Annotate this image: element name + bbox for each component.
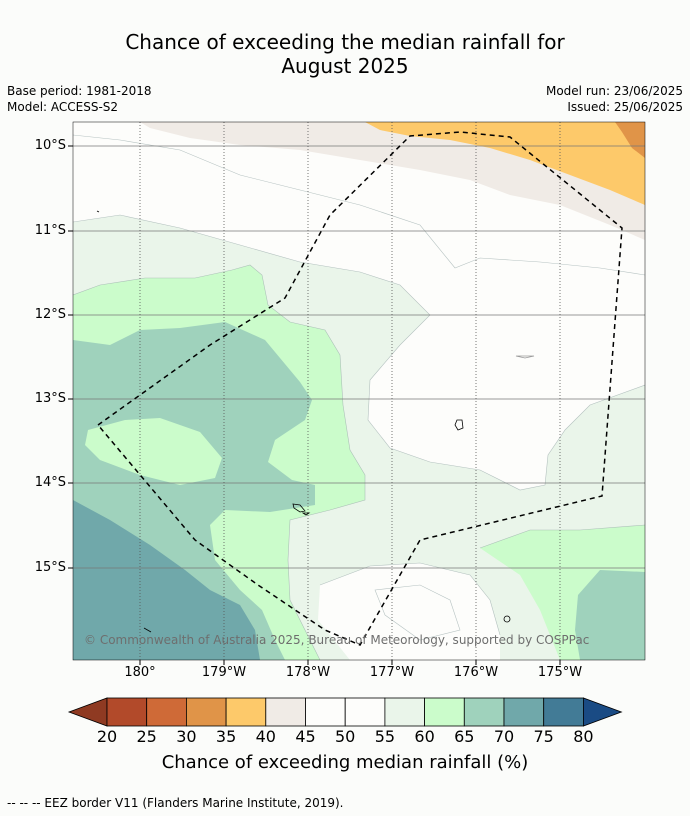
colorbar-segment: [106, 697, 148, 727]
title-line-2: August 2025: [281, 54, 409, 78]
colorbar-tick-label: 60: [414, 727, 435, 746]
lon-label-178w: 178°W: [285, 665, 331, 680]
colorbar-segment: [463, 697, 505, 727]
lat-label-10s: 10°S: [34, 138, 66, 153]
colorbar-label: Chance of exceeding median rainfall (%): [161, 752, 529, 773]
islands: [96, 210, 535, 633]
colorbar-segment: [146, 697, 187, 727]
model-name: Model: ACCESS-S2: [7, 100, 119, 114]
lat-label-14s: 14°S: [34, 475, 66, 490]
colorbar-segment: [265, 697, 306, 727]
colorbar-tick-label: 55: [374, 727, 396, 746]
contour-60-65-inner: [85, 418, 222, 485]
colorbar-segment: [185, 697, 227, 727]
contour-65-70-east: [575, 570, 645, 660]
colorbar-tick-label: 65: [454, 727, 475, 746]
colorbar-segment: [384, 697, 425, 727]
colorbar-tick-label: 70: [493, 727, 515, 746]
colorbar-extend-low: [67, 697, 108, 727]
colorbar-tick-label: 25: [136, 727, 157, 746]
colorbar-segment: [543, 697, 584, 727]
lon-label-177w: 177°W: [369, 665, 415, 680]
lat-label-15s: 15°S: [34, 560, 66, 575]
colorbar-tick-label: 45: [295, 727, 316, 746]
colorbar-extend-high: [583, 697, 623, 727]
colorbar-tick-label: 80: [573, 727, 594, 746]
axis-ticks: [68, 145, 561, 665]
map-frame: [72, 121, 646, 661]
lat-label-12s: 12°S: [34, 307, 66, 322]
lat-label-11s: 11°S: [34, 223, 66, 238]
lat-label-13s: 13°S: [34, 391, 66, 406]
map-title: Chance of exceeding the median rainfall …: [0, 30, 690, 78]
contour-35-40: [365, 122, 645, 205]
contour-30-35: [615, 122, 645, 158]
lon-label-179w: 179°W: [201, 665, 247, 680]
contour-70-75: [73, 500, 260, 660]
model-run: Model run: 23/06/2025: [545, 84, 683, 98]
issued-date: Issued: 25/06/2025: [567, 100, 683, 114]
colorbar-tick-label: 40: [255, 727, 276, 746]
colorbar-tick-label: 35: [215, 727, 237, 746]
lon-label-180: 180°: [124, 665, 156, 680]
colorbar-segment: [305, 697, 346, 727]
meta-right: Model run: 23/06/2025 Issued: 25/06/2025: [546, 83, 683, 115]
latitude-grid: [73, 145, 645, 569]
meta-left: Base period: 1981-2018 Model: ACCESS-S2: [7, 83, 152, 115]
colorbar-segment: [424, 697, 465, 727]
colorbar-segment: [225, 697, 267, 727]
title-line-1: Chance of exceeding the median rainfall …: [125, 30, 565, 54]
colorbar-segment: [503, 697, 545, 727]
eez-border: [96, 131, 623, 646]
lon-label-176w: 176°W: [453, 665, 499, 680]
colorbar: [67, 697, 623, 727]
colorbar-tick-label: 20: [96, 727, 118, 746]
lon-label-175w: 175°W: [537, 665, 583, 680]
eez-legend-note: -- -- -- EEZ border V11 (Flanders Marine…: [7, 796, 344, 810]
rainfall-contours: [73, 122, 645, 660]
colorbar-tick-label: 30: [176, 727, 197, 746]
colorbar-tick-label: 75: [533, 727, 554, 746]
contour-lines: [73, 134, 645, 660]
colorbar-tick-label: 50: [335, 727, 356, 746]
contour-70-75-patch: [73, 583, 105, 594]
colorbar-segment: [344, 697, 386, 727]
contour-50-55-south: [318, 563, 500, 660]
copyright-notice: © Commonwealth of Australia 2025, Bureau…: [84, 633, 590, 647]
base-period: Base period: 1981-2018: [7, 84, 152, 98]
